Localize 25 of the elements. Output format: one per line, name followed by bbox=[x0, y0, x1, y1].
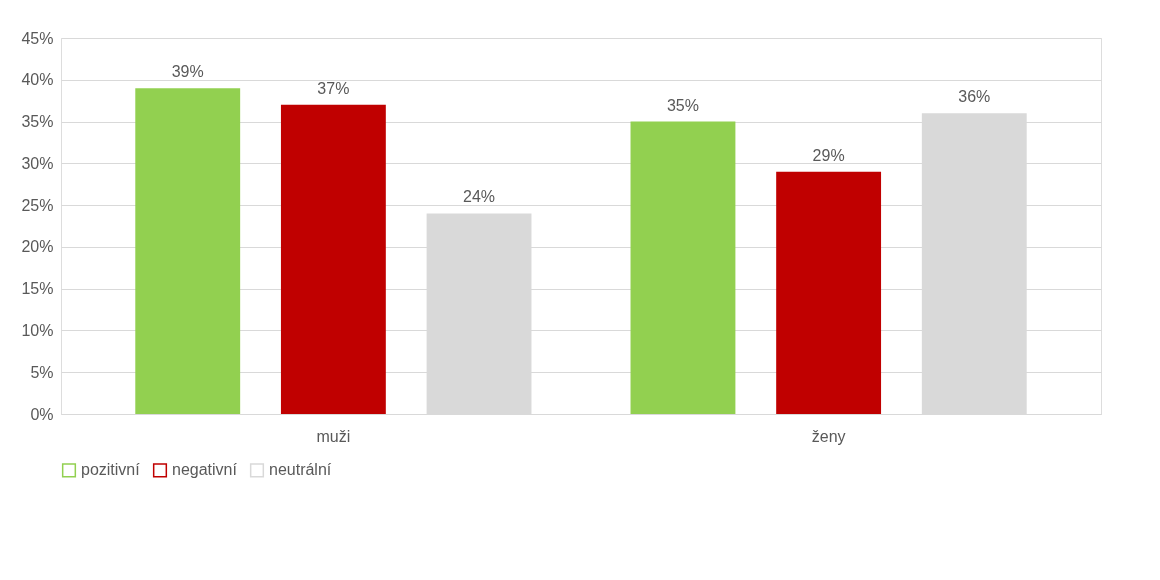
y-tick-label: 45% bbox=[21, 29, 54, 47]
text: 39% bbox=[171, 63, 204, 81]
y-tick-label: 30% bbox=[21, 154, 54, 172]
y-tick-label: 20% bbox=[21, 238, 54, 256]
y-tick-label: 40% bbox=[21, 71, 54, 89]
bar bbox=[630, 121, 736, 414]
text: 37% bbox=[317, 79, 350, 97]
legend-label: negativní bbox=[172, 461, 238, 479]
y-tick-label: 10% bbox=[21, 321, 54, 339]
y-tick-label: 5% bbox=[30, 363, 54, 381]
y-tick-label: 0% bbox=[30, 405, 54, 423]
text: 35% bbox=[666, 96, 699, 114]
x-tick-label: ženy bbox=[811, 427, 846, 445]
x-tick-label: muži bbox=[316, 427, 351, 445]
bar bbox=[776, 171, 882, 414]
y-tick-label: 25% bbox=[21, 196, 54, 214]
legend-label: pozitivní bbox=[81, 461, 141, 479]
bar bbox=[135, 88, 241, 414]
y-tick-label: 35% bbox=[21, 113, 54, 131]
text: 29% bbox=[812, 146, 845, 164]
bar bbox=[280, 104, 386, 414]
text: 24% bbox=[463, 188, 496, 206]
text: 36% bbox=[958, 88, 991, 106]
legend-label: neutrální bbox=[269, 461, 332, 479]
y-tick-label: 15% bbox=[21, 280, 54, 298]
